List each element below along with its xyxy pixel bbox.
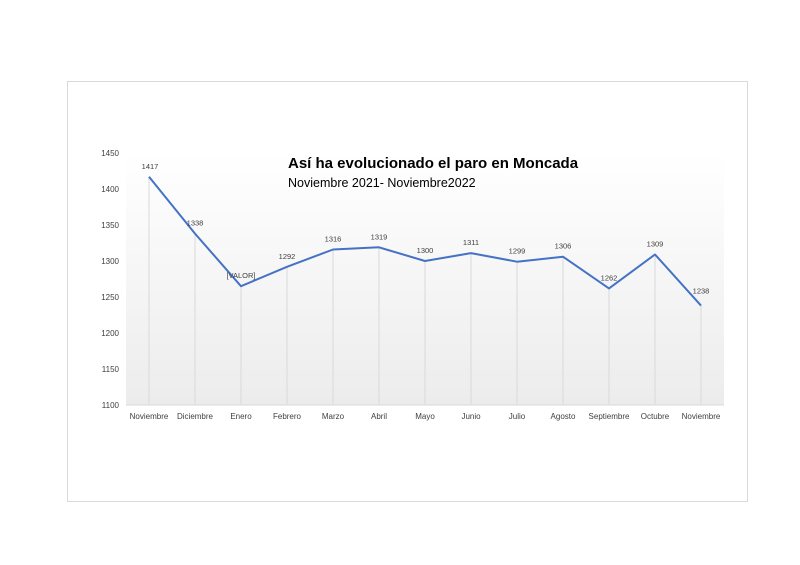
x-axis: Noviembre Diciembre Enero Febrero Marzo Abril…	[130, 412, 721, 421]
x-tick-label: Enero	[230, 412, 252, 421]
y-tick-label: 1150	[102, 365, 120, 374]
y-tick-label: 1400	[101, 185, 119, 194]
y-tick-label: 1300	[101, 257, 119, 266]
y-axis: 1100 1150 1200 1250 1300 1350 1400 1450	[101, 149, 119, 410]
data-label: 1306	[555, 242, 572, 251]
x-tick-label: Mayo	[415, 412, 435, 421]
x-tick-label: Julio	[509, 412, 526, 421]
data-label: 1417	[142, 162, 159, 171]
data-label: 1309	[647, 240, 664, 249]
data-label: 1262	[601, 273, 618, 282]
data-label: 1311	[463, 238, 479, 247]
series-line	[148, 176, 702, 307]
y-tick-label: 1350	[101, 221, 119, 230]
data-labels: 1417 1338 [VALOR] 1292 1316 1319 1300 1311 1299 1…	[142, 162, 710, 296]
x-tick-label: Agosto	[551, 412, 576, 421]
y-tick-label: 1100	[102, 401, 120, 410]
data-label: [VALOR]	[226, 271, 255, 280]
data-label: 1299	[509, 247, 526, 256]
x-tick-label: Febrero	[273, 412, 302, 421]
y-tick-label: 1450	[101, 149, 119, 158]
x-tick-label: Octubre	[641, 412, 670, 421]
data-label: 1292	[279, 252, 296, 261]
y-tick-label: 1250	[101, 293, 119, 302]
drop-lines	[148, 176, 702, 405]
x-tick-label: Septiembre	[589, 412, 630, 421]
data-label: 1319	[371, 232, 388, 241]
chart-subtitle: Noviembre 2021- Noviembre2022	[288, 176, 476, 190]
data-label: 1238	[693, 287, 710, 296]
data-label: 1300	[417, 246, 434, 255]
data-label: 1338	[187, 219, 204, 228]
x-tick-label: Noviembre	[682, 412, 721, 421]
x-tick-label: Noviembre	[130, 412, 169, 421]
x-tick-label: Abril	[371, 412, 387, 421]
chart-title: Así ha evolucionado el paro en Moncada	[288, 155, 579, 172]
x-tick-label: Junio	[461, 412, 481, 421]
data-label: 1316	[325, 234, 342, 243]
x-tick-label: Marzo	[322, 412, 345, 421]
x-tick-label: Diciembre	[177, 412, 214, 421]
y-tick-label: 1200	[101, 329, 119, 338]
